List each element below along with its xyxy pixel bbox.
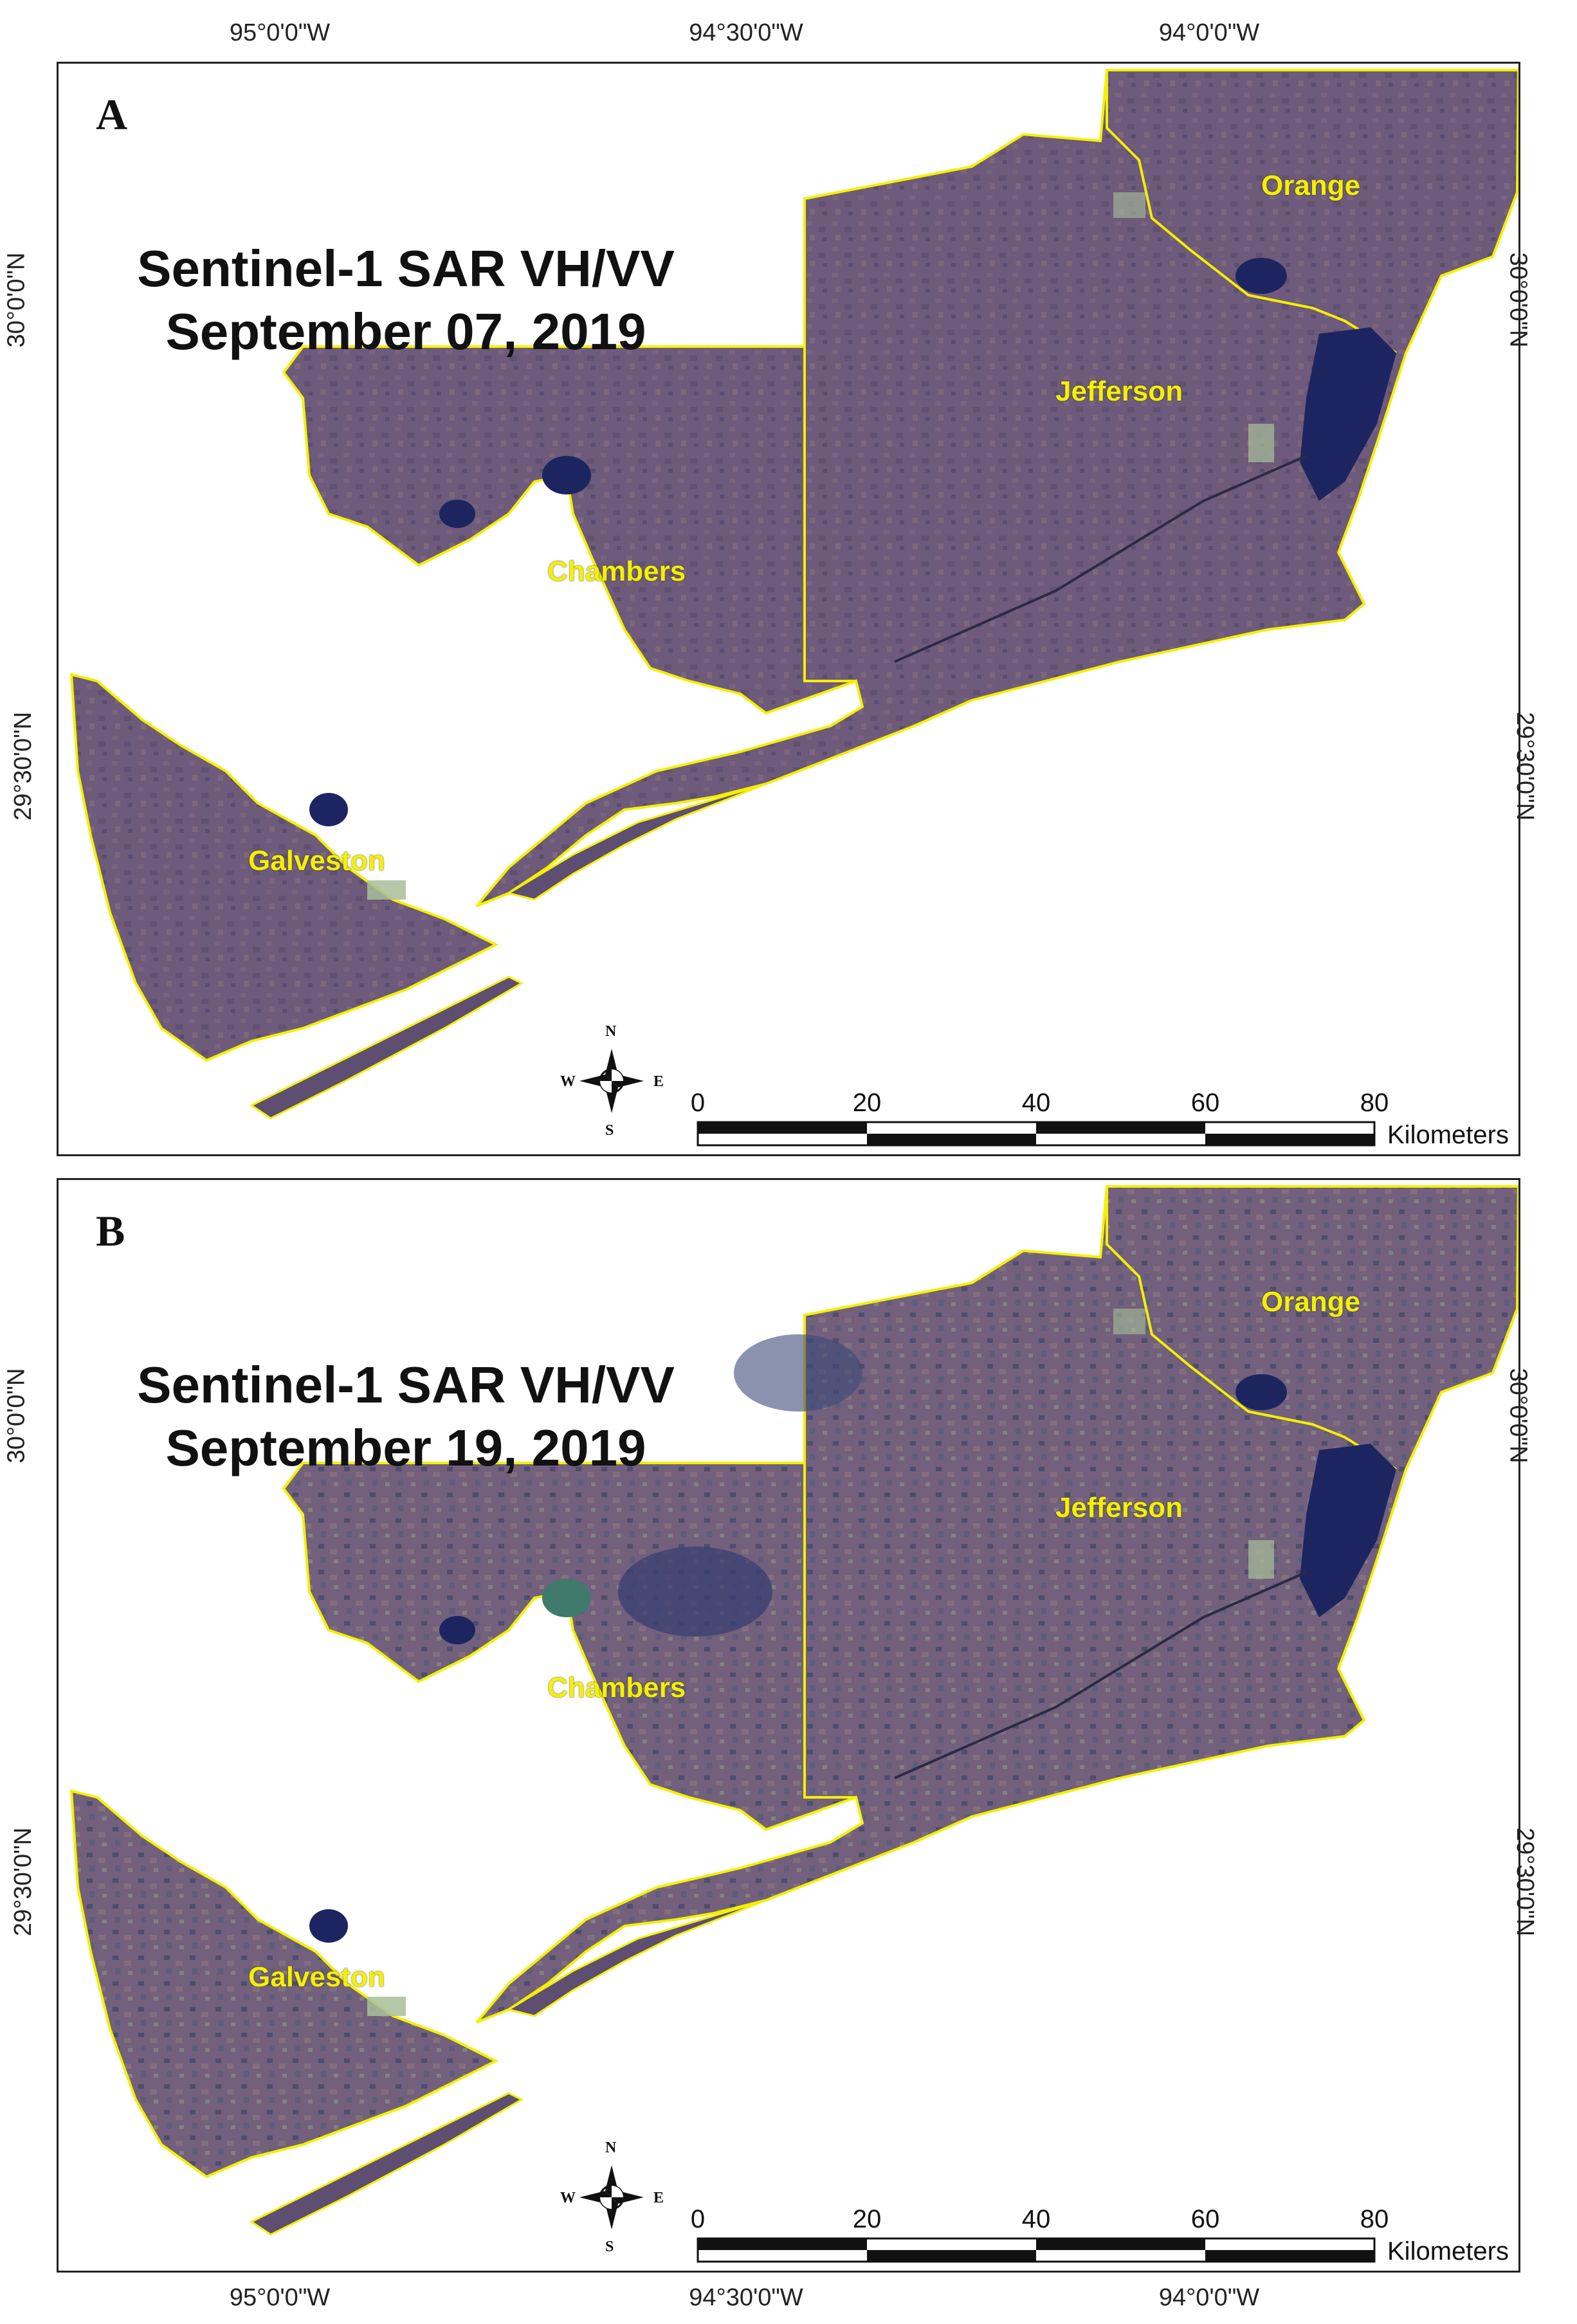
compass-s-a: S [605,1122,614,1139]
bottom-longitude-label-2: 94°30'0"W [689,2284,803,2311]
scale-tick-0-a: 0 [690,1089,706,1117]
sabine-lake [1300,1444,1396,1617]
county-label-galveston-b: Galveston [248,1961,385,1993]
urban-patch-3 [1113,1309,1145,1334]
sabine-lake [1300,327,1396,501]
compass-e-b: E [653,2190,664,2206]
map-title-a: Sentinel-1 SAR VH/VV September 07, 2019 [116,237,695,363]
lake-3 [1235,1374,1287,1410]
lake-1 [542,1579,591,1617]
land-mass-galveston [69,673,499,1062]
compass-w-b: W [560,2190,576,2206]
lat-label-2930-a: 29°30'0"N [10,711,37,821]
land-mass-bolivar [506,783,767,901]
lake-2 [439,500,475,528]
compass-n-a: N [605,1023,617,1040]
county-boundary-chambers [803,347,856,682]
urban-patch-1 [367,880,406,900]
map-panel-a: A Sentinel-1 SAR VH/VV September 07, 201… [57,62,1520,1156]
scale-unit-a: Kilometers [1387,1121,1509,1149]
land-mass-east [282,1185,1518,2024]
sar-map-a [69,69,1518,1147]
scale-bar [697,1121,1376,1147]
county-label-chambers-a: Chambers [547,556,686,587]
highway-line [894,1571,1307,1779]
county-label-orange-b: Orange [1261,1286,1361,1318]
flooded-area-1 [618,1547,772,1637]
compass-s-b: S [605,2238,614,2255]
lat-label-30-a: 30°0'0"N [3,252,30,348]
urban-patch-2 [1248,424,1274,462]
land-mass-east [282,69,1518,907]
map-title-b: Sentinel-1 SAR VH/VV September 19, 2019 [116,1354,695,1480]
scale-tick-20-b: 20 [852,2205,882,2233]
lat-label-30-b-right: 30°0'0"N [1504,1368,1532,1464]
county-label-jefferson-b: Jefferson [1055,1492,1183,1523]
lake-1 [542,456,591,495]
scale-unit-b: Kilometers [1387,2237,1509,2265]
map-title-b-line2: September 19, 2019 [165,1419,646,1476]
scale-bar [697,2237,1376,2263]
county-label-jefferson-a: Jefferson [1055,376,1183,407]
lat-label-30-a-right: 30°0'0"N [1504,252,1532,348]
urban-patch-3 [1113,192,1145,218]
lat-label-2930-b-right: 29°30'0"N [1511,1827,1539,1937]
county-boundary-chambers [803,1463,856,1799]
county-label-orange-a: Orange [1261,170,1361,201]
bottom-longitude-label-1: 95°0'0"W [229,2284,331,2311]
scale-tick-0-b: 0 [690,2205,706,2233]
bottom-longitude-label-3: 94°0'0"W [1158,2284,1260,2311]
county-boundary-orange [1106,1186,1398,1471]
lake-3 [1235,258,1287,294]
scale-tick-40-a: 40 [1021,1089,1051,1117]
top-longitude-label-3: 94°0'0"W [1158,19,1260,46]
compass-w-a: W [560,1073,576,1090]
land-mass-bolivar [506,1899,767,2017]
map-title-a-line1: Sentinel-1 SAR VH/VV [137,240,675,297]
lat-label-2930-a-right: 29°30'0"N [1511,711,1539,821]
scale-tick-60-a: 60 [1190,1089,1220,1117]
map-panel-b: B Sentinel-1 SAR VH/VV September 19, 201… [57,1178,1520,2273]
county-boundary-orange [1106,70,1398,354]
panel-label-b: B [96,1206,125,1255]
urban-patch-1 [367,1997,406,2016]
north-arrow [579,2165,644,2229]
compass-e-a: E [653,1073,664,1090]
north-arrow [579,1049,644,1113]
flooded-area-2 [734,1334,862,1412]
lake-4 [309,793,348,826]
land-mass-galveston-island [250,976,524,1120]
scale-tick-20-a: 20 [852,1089,882,1117]
lat-label-30-b: 30°0'0"N [3,1368,30,1464]
lat-label-2930-b: 29°30'0"N [10,1827,37,1937]
scale-tick-60-b: 60 [1190,2205,1220,2233]
county-label-galveston-a: Galveston [248,845,385,876]
land-mass-galveston-island [250,2092,524,2236]
sar-map-b [69,1185,1518,2263]
scale-tick-80-a: 80 [1360,1089,1389,1117]
land-mass-galveston [69,1789,499,2179]
county-label-chambers-b: Chambers [547,1672,686,1703]
highway-line [894,455,1307,663]
top-longitude-label-1: 95°0'0"W [229,19,331,46]
scale-tick-40-b: 40 [1021,2205,1051,2233]
compass-n-b: N [605,2139,617,2156]
scale-tick-80-b: 80 [1360,2205,1389,2233]
top-longitude-label-2: 94°30'0"W [689,19,803,46]
lake-4 [309,1909,348,1943]
map-title-a-line2: September 07, 2019 [165,303,646,360]
map-title-b-line1: Sentinel-1 SAR VH/VV [137,1356,675,1413]
lake-2 [439,1616,475,1644]
panel-label-a: A [96,90,128,139]
urban-patch-2 [1248,1540,1274,1579]
